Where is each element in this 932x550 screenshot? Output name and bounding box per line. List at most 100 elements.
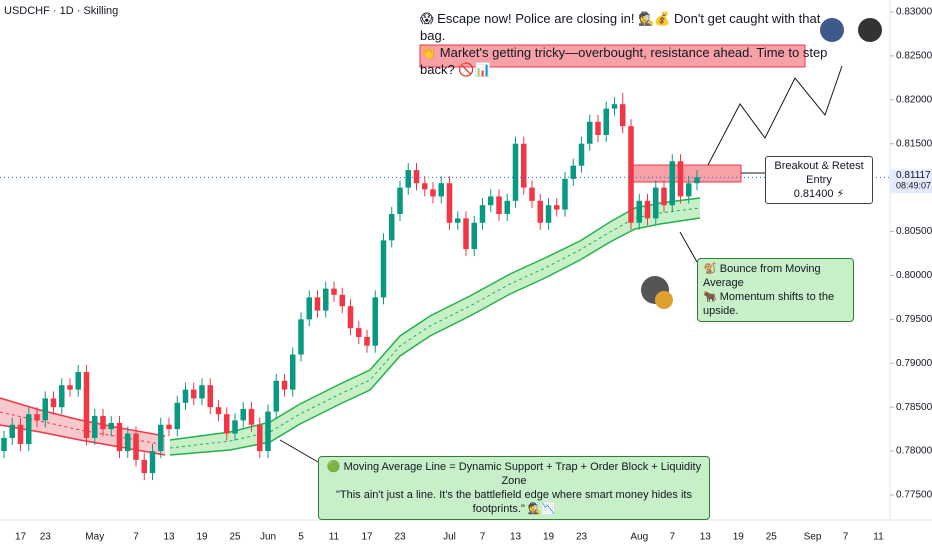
headline: 😱 Escape now! Police are closing in! 🕵️💰… — [420, 10, 840, 78]
candle-body — [306, 297, 312, 320]
candle-body — [281, 380, 288, 390]
candle-body — [455, 218, 461, 223]
ma-callout: 🟢 Moving Average Line = Dynamic Support … — [318, 456, 710, 520]
candle-body — [199, 385, 205, 399]
ma-line-green — [169, 197, 701, 441]
candle-body — [488, 196, 494, 206]
candle-body — [26, 414, 32, 445]
candle-body — [331, 288, 337, 295]
candle-body — [504, 200, 510, 214]
y-tick-label: 0.78000 — [896, 446, 932, 457]
x-tick-label: May — [85, 532, 104, 543]
x-tick-label: Aug — [630, 532, 648, 543]
candle-body — [108, 422, 114, 430]
projection-path — [707, 65, 843, 166]
x-tick-label: 25 — [766, 532, 778, 543]
candle-body — [512, 143, 519, 201]
x-tick-label: Jul — [443, 532, 456, 543]
bounce-callout: 🐒 Bounce from Moving Average 🐂 Momentum … — [697, 258, 854, 322]
candle-body — [545, 205, 552, 223]
candle-body — [34, 414, 40, 421]
candle-body — [463, 218, 469, 250]
x-tick-label: 7 — [669, 532, 675, 543]
candle-body — [42, 398, 48, 421]
candle-body — [240, 408, 246, 421]
candle-body — [636, 200, 642, 223]
candle-body — [356, 328, 362, 337]
y-tick-label: 0.78500 — [896, 402, 932, 413]
candle-body — [587, 121, 593, 144]
x-tick-label: 19 — [543, 532, 555, 543]
callout-pointer — [679, 231, 698, 263]
candle-body — [59, 385, 65, 408]
symbol-header: USDCHF · 1D · Skilling — [4, 5, 119, 17]
candle-body — [661, 187, 667, 206]
y-tick-label: 0.82000 — [896, 94, 932, 105]
y-tick-label: 0.79500 — [896, 314, 932, 325]
y-tick-label: 0.79000 — [896, 358, 932, 369]
candle-body — [653, 187, 659, 219]
x-tick-label: 23 — [576, 532, 588, 543]
candle-body — [75, 372, 81, 390]
candle-body — [562, 178, 568, 210]
candle-body — [67, 385, 73, 390]
last-price-label: 0.81117 — [896, 170, 931, 181]
ma-band-red — [0, 398, 165, 455]
x-tick-label: 19 — [733, 532, 745, 543]
x-tick-label: 11 — [329, 532, 340, 543]
candle-body — [578, 143, 585, 166]
x-tick-label: 23 — [394, 532, 406, 543]
callout-title: Breakout & Retest Entry — [774, 160, 864, 186]
candle-body — [215, 407, 222, 415]
candle-body — [413, 170, 420, 184]
y-tick-label: 0.77500 — [896, 490, 932, 501]
headline-line: 😱 Escape now! Police are closing in! 🕵️💰… — [420, 11, 821, 43]
ma-line-red — [0, 397, 166, 437]
x-tick-label: 25 — [229, 532, 241, 543]
candle-body — [207, 385, 213, 408]
candle-body — [125, 433, 131, 452]
candle-body — [620, 104, 626, 127]
candle-body — [603, 108, 609, 135]
candle-body — [529, 187, 535, 201]
thief-icon — [858, 18, 882, 42]
x-tick-label: 7 — [480, 532, 486, 543]
x-tick-label: 5 — [298, 532, 304, 543]
x-tick-label: 13 — [700, 532, 712, 543]
candle-body — [182, 389, 189, 403]
bag-icon — [655, 291, 673, 309]
y-tick-label: 0.81500 — [896, 138, 932, 149]
candle-body — [397, 187, 403, 214]
candle-body — [273, 380, 279, 412]
candle-body — [166, 424, 172, 430]
x-tick-label: Sep — [804, 532, 822, 543]
candle-body — [248, 408, 255, 425]
candle-body — [521, 143, 527, 188]
x-tick-label: 7 — [843, 532, 849, 543]
candle-body — [347, 306, 354, 329]
x-tick-label: 13 — [163, 532, 175, 543]
candle-body — [224, 414, 230, 434]
x-tick-label: 17 — [15, 532, 27, 543]
candle-body — [191, 389, 197, 399]
candle-body — [17, 424, 24, 445]
candle-body — [1, 437, 7, 452]
candle-body — [595, 121, 601, 135]
callout-pointer — [279, 439, 319, 463]
candle-body — [314, 297, 321, 311]
candle-body — [430, 189, 436, 197]
candle-body — [537, 200, 543, 223]
candle-body — [50, 398, 57, 408]
callout-line: 🐂 Momentum shifts to the upside. — [703, 291, 835, 317]
candle-body — [686, 183, 692, 197]
candle-body — [257, 424, 263, 452]
callout-price: 0.81400 ⚡ — [793, 188, 845, 200]
x-tick-label: 19 — [196, 532, 208, 543]
candle-body — [446, 183, 453, 223]
candle-body — [644, 200, 651, 219]
ma-band-green — [170, 198, 700, 455]
candle-body — [9, 424, 15, 438]
last-price-box — [890, 169, 932, 194]
candle-body — [232, 420, 238, 434]
candle-body — [380, 240, 387, 298]
